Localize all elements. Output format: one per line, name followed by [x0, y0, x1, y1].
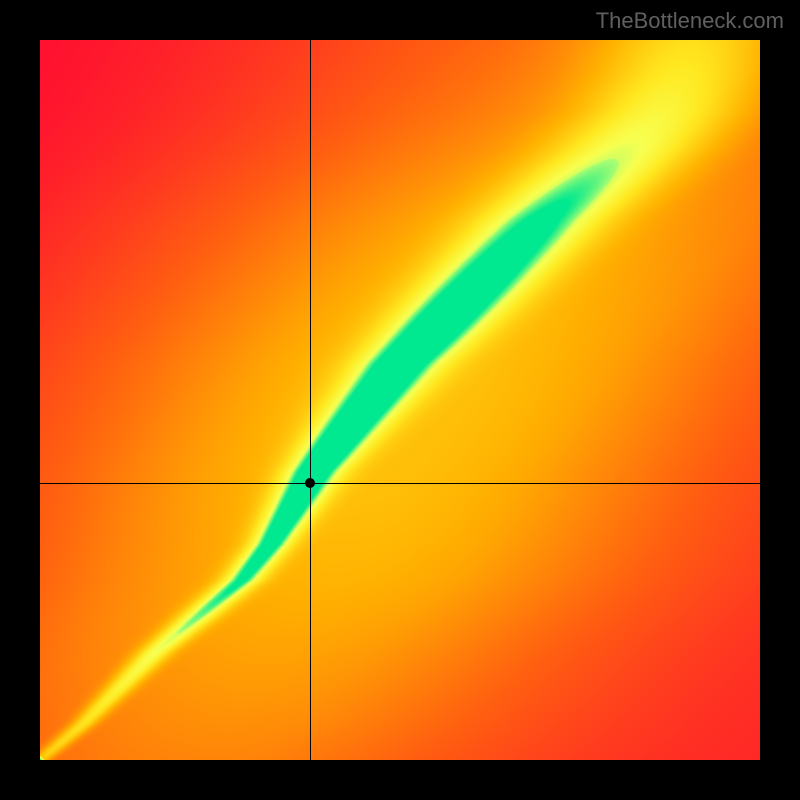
crosshair-vertical — [310, 40, 311, 760]
heatmap-canvas — [40, 40, 760, 760]
heatmap-plot — [40, 40, 760, 760]
crosshair-horizontal — [40, 483, 760, 484]
crosshair-marker-dot — [305, 478, 315, 488]
watermark-text: TheBottleneck.com — [596, 8, 784, 34]
